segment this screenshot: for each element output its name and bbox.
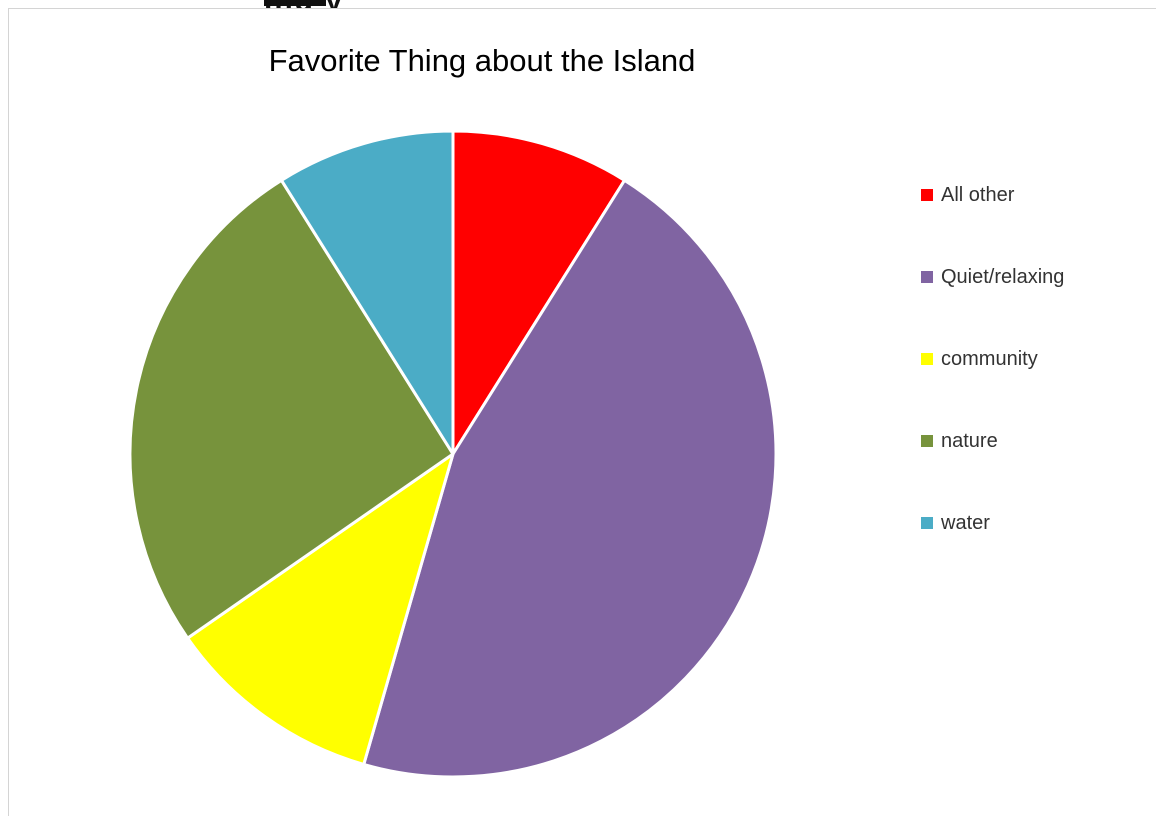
pie-slice-water[interactable] — [279, 129, 455, 456]
pie-chart[interactable] — [9, 9, 1156, 809]
legend-item-quiet-relaxing[interactable]: Quiet/relaxing — [921, 263, 1064, 291]
legend-item-all-other[interactable]: All other — [921, 181, 1064, 209]
chart-area[interactable]: Favorite Thing about the Island All othe… — [8, 8, 1156, 816]
legend-swatch — [921, 435, 933, 447]
legend-label: Quiet/relaxing — [941, 265, 1065, 288]
legend-item-water[interactable]: water — [921, 509, 1064, 537]
pie-slice-quiet-relaxing[interactable] — [362, 178, 778, 779]
legend-label: nature — [941, 429, 998, 452]
legend-swatch — [921, 189, 933, 201]
legend: All other Quiet/relaxing community nature wa… — [921, 181, 1064, 591]
pie-slice-community[interactable] — [186, 452, 455, 766]
cropped-heading-underline — [264, 0, 326, 6]
legend-label: All other — [941, 183, 1015, 206]
legend-swatch — [921, 517, 933, 529]
pie-slice-all-other[interactable] — [451, 129, 627, 456]
legend-swatch — [921, 353, 933, 365]
legend-item-community[interactable]: community — [921, 345, 1064, 373]
legend-label: water — [941, 511, 990, 534]
pie-slices-group — [128, 129, 778, 779]
chart-title: Favorite Thing about the Island — [268, 43, 696, 78]
legend-swatch — [921, 271, 933, 283]
legend-item-nature[interactable]: nature — [921, 427, 1064, 455]
legend-label: community — [941, 347, 1038, 370]
pie-slice-nature[interactable] — [128, 178, 455, 640]
